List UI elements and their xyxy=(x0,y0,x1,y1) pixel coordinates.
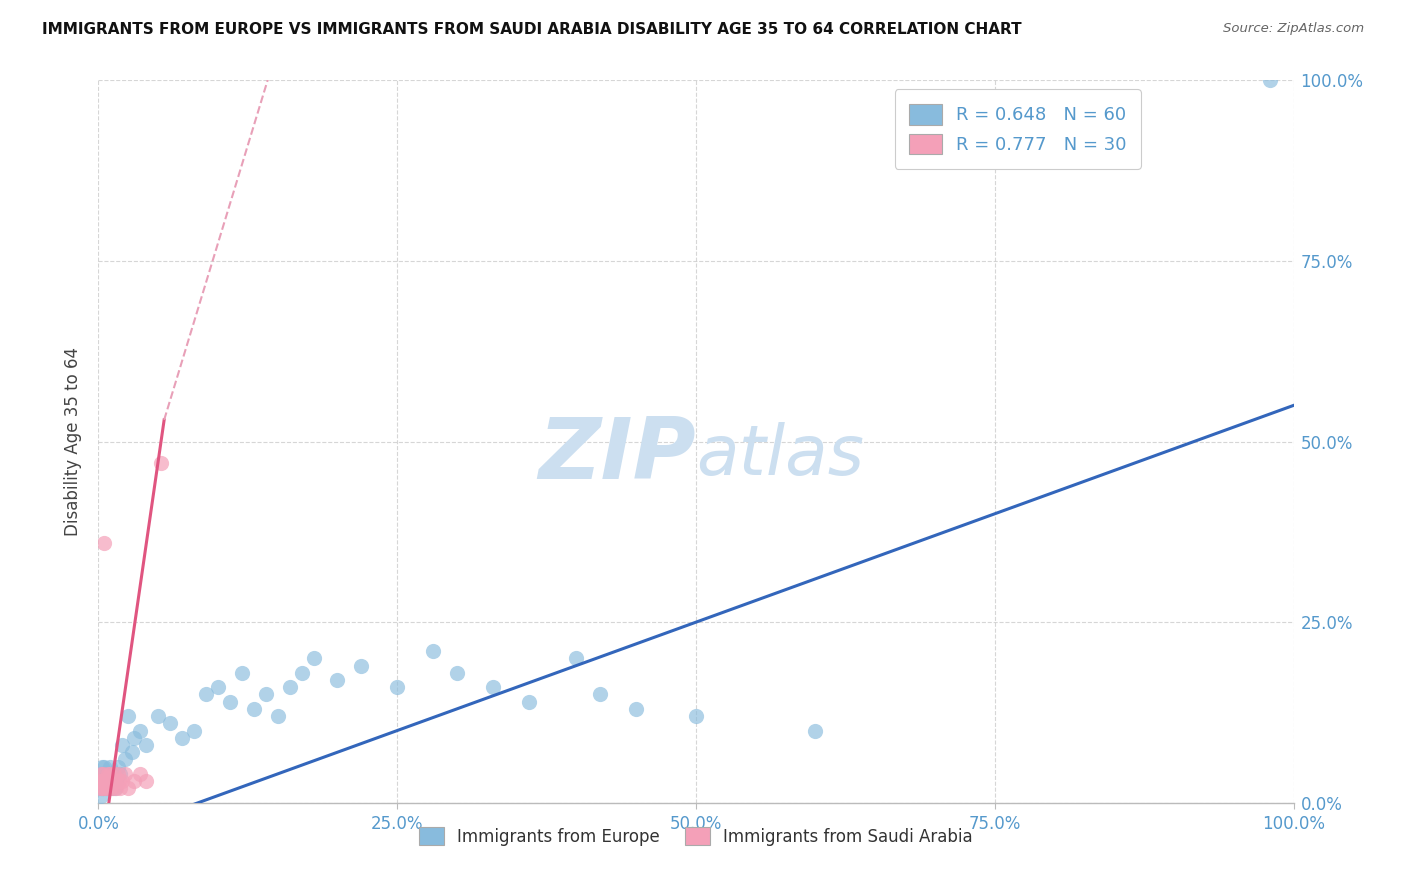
Point xyxy=(89,781,111,796)
Point xyxy=(107,767,129,781)
Text: atlas: atlas xyxy=(696,423,863,490)
Point xyxy=(91,781,114,796)
Point xyxy=(89,774,111,789)
Point xyxy=(685,709,707,723)
Point xyxy=(98,774,122,789)
Point xyxy=(121,745,143,759)
Point xyxy=(101,774,124,789)
Y-axis label: Disability Age 35 to 64: Disability Age 35 to 64 xyxy=(65,347,83,536)
Point xyxy=(482,680,505,694)
Point xyxy=(111,738,134,752)
Point xyxy=(107,774,129,789)
Point xyxy=(103,767,125,781)
Point xyxy=(350,658,373,673)
Point xyxy=(90,767,112,781)
Point xyxy=(98,774,121,789)
Point xyxy=(243,702,266,716)
Point xyxy=(93,760,115,774)
Point xyxy=(129,723,152,738)
Point xyxy=(104,781,127,796)
Point xyxy=(231,665,253,680)
Point xyxy=(108,781,131,796)
Point xyxy=(104,774,127,789)
Legend: Immigrants from Europe, Immigrants from Saudi Arabia: Immigrants from Europe, Immigrants from … xyxy=(412,821,980,852)
Point xyxy=(97,767,120,781)
Point xyxy=(117,781,139,796)
Point xyxy=(94,781,117,796)
Text: Source: ZipAtlas.com: Source: ZipAtlas.com xyxy=(1223,22,1364,36)
Point xyxy=(98,760,122,774)
Point xyxy=(135,738,157,752)
Point xyxy=(278,680,301,694)
Point xyxy=(124,731,146,745)
Point xyxy=(91,767,114,781)
Point xyxy=(183,723,205,738)
Point xyxy=(94,767,117,781)
Point xyxy=(1258,73,1281,87)
Point xyxy=(90,767,112,781)
Point xyxy=(91,774,114,789)
Point xyxy=(114,752,136,766)
Point xyxy=(91,774,114,789)
Point xyxy=(91,767,114,781)
Point xyxy=(172,731,194,745)
Point xyxy=(90,774,112,789)
Point xyxy=(517,695,540,709)
Point xyxy=(98,767,122,781)
Point xyxy=(94,774,117,789)
Point xyxy=(93,781,115,796)
Point xyxy=(446,665,468,680)
Point xyxy=(90,774,112,789)
Point xyxy=(589,687,612,701)
Point xyxy=(105,781,128,796)
Point xyxy=(111,774,134,789)
Point xyxy=(114,767,136,781)
Text: IMMIGRANTS FROM EUROPE VS IMMIGRANTS FROM SAUDI ARABIA DISABILITY AGE 35 TO 64 C: IMMIGRANTS FROM EUROPE VS IMMIGRANTS FRO… xyxy=(42,22,1022,37)
Point xyxy=(91,781,114,796)
Point xyxy=(108,767,131,781)
Point xyxy=(100,781,122,796)
Point xyxy=(135,774,157,789)
Point xyxy=(302,651,325,665)
Point xyxy=(149,456,172,470)
Point xyxy=(100,774,122,789)
Point xyxy=(804,723,827,738)
Point xyxy=(207,680,229,694)
Point xyxy=(93,774,115,789)
Point xyxy=(626,702,648,716)
Point xyxy=(90,789,112,803)
Point xyxy=(129,767,152,781)
Point xyxy=(195,687,218,701)
Point xyxy=(96,774,118,789)
Point xyxy=(105,774,128,789)
Point xyxy=(107,760,129,774)
Point xyxy=(103,767,125,781)
Point xyxy=(267,709,290,723)
Point xyxy=(326,673,349,687)
Point xyxy=(254,687,277,701)
Point xyxy=(98,781,122,796)
Point xyxy=(98,767,121,781)
Point xyxy=(89,781,111,796)
Point xyxy=(565,651,588,665)
Point xyxy=(219,695,242,709)
Point xyxy=(148,709,170,723)
Point xyxy=(159,716,181,731)
Text: ZIP: ZIP xyxy=(538,415,696,498)
Point xyxy=(97,781,120,796)
Point xyxy=(422,644,444,658)
Point xyxy=(96,781,118,796)
Point xyxy=(291,665,314,680)
Point xyxy=(89,774,111,789)
Point xyxy=(101,781,124,796)
Point xyxy=(385,680,409,694)
Point xyxy=(91,781,114,796)
Point xyxy=(124,774,146,789)
Point xyxy=(117,709,139,723)
Point xyxy=(91,760,114,774)
Point xyxy=(93,535,115,549)
